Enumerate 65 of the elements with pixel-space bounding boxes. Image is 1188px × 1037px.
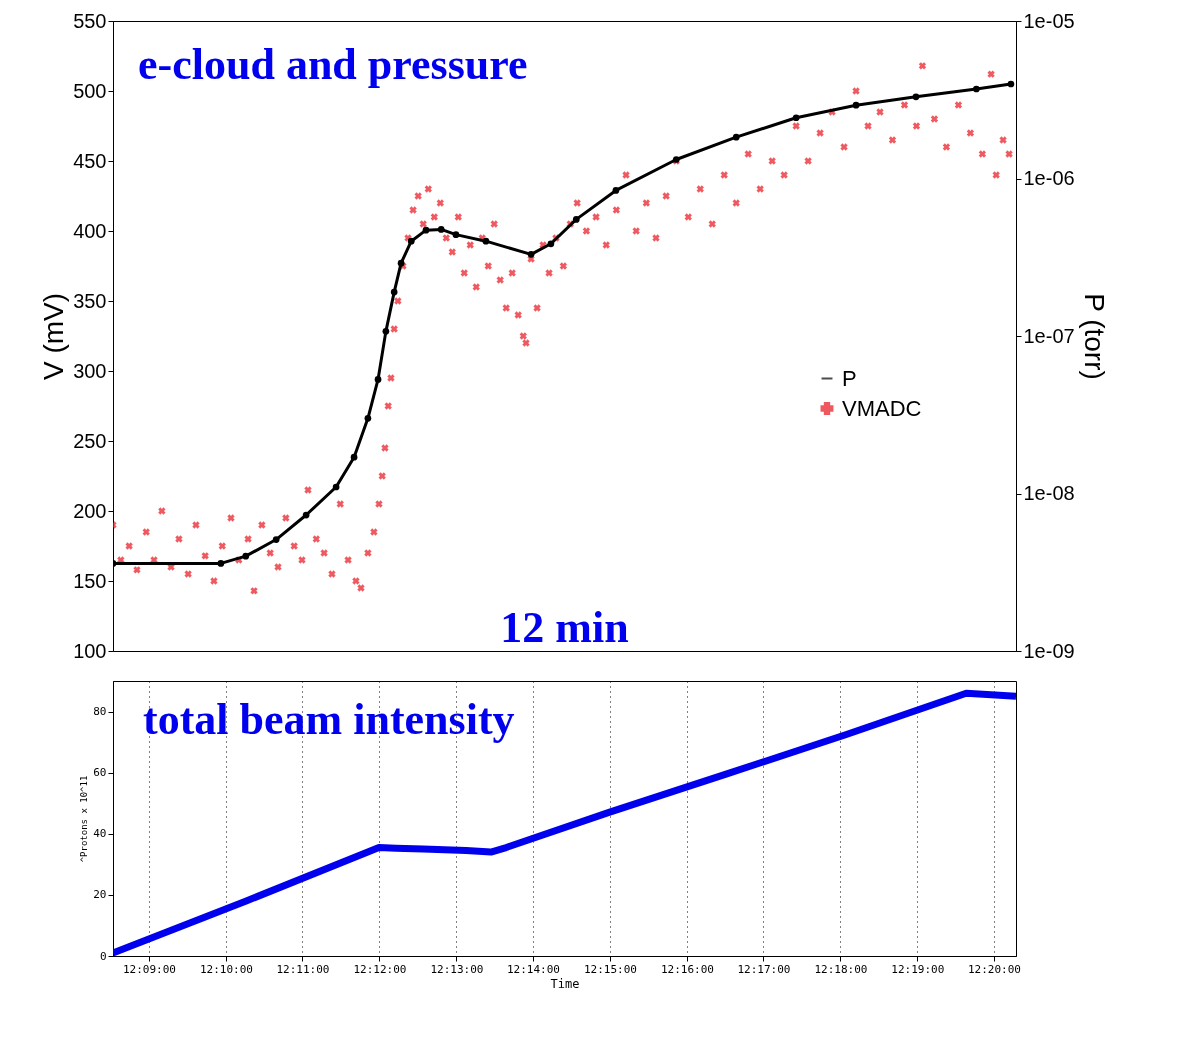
x-tick-label: 12:13:00 — [430, 962, 484, 976]
point — [732, 133, 740, 141]
y-tick-label: 400 — [73, 219, 107, 242]
point — [422, 226, 430, 234]
x-tick-label: 12:14:00 — [506, 962, 560, 976]
y-tick-label: 550 — [73, 9, 107, 32]
y-tick-label: 150 — [73, 569, 107, 592]
point — [437, 226, 445, 233]
point — [350, 453, 358, 461]
y-tick-label: 0 — [99, 949, 107, 963]
point — [612, 187, 620, 194]
annotation: 12 min — [500, 603, 629, 652]
annotation: total beam intensity — [143, 695, 515, 744]
y-tick-label: 100 — [73, 639, 107, 662]
y2-tick-label: 1e-06 — [1023, 167, 1075, 189]
legend-label: P — [842, 365, 857, 391]
x-tick-label: 12:20:00 — [967, 962, 1021, 976]
legend-label: VMADC — [842, 395, 922, 421]
x-tick-label: 12:17:00 — [737, 962, 791, 976]
point — [364, 415, 372, 422]
x-tick-label: 12:09:00 — [122, 962, 176, 976]
y-tick-label: 450 — [73, 149, 107, 172]
point — [272, 536, 280, 543]
x-tick-label: 12:12:00 — [353, 962, 407, 976]
x-tick-label: 12:18:00 — [814, 962, 868, 976]
point — [217, 560, 225, 567]
y2-tick-label: 1e-05 — [1023, 9, 1075, 32]
point — [1007, 80, 1015, 88]
point — [452, 231, 460, 238]
point — [374, 376, 382, 383]
y2-axis-title: P (torr) — [1078, 293, 1110, 380]
point — [973, 85, 980, 93]
point — [242, 552, 250, 560]
y-axis-title: V (mV) — [38, 292, 70, 381]
y-tick-label: 80 — [93, 705, 107, 719]
y-tick-label: 350 — [73, 289, 107, 312]
point — [572, 216, 580, 223]
point — [852, 101, 860, 109]
x-tick-label: 12:16:00 — [660, 962, 714, 976]
y-tick-label: 250 — [73, 429, 107, 452]
point — [332, 483, 340, 491]
point — [390, 288, 398, 296]
annotation: e-cloud and pressure — [138, 40, 528, 89]
x-tick-label: 12:19:00 — [891, 962, 945, 976]
y-tick-label: 40 — [93, 827, 107, 841]
x-tick-label: 12:11:00 — [276, 962, 330, 976]
point — [547, 240, 555, 248]
y-axis-title: ^Protons x 10^11 — [79, 775, 90, 863]
point — [527, 250, 535, 258]
y-tick-label: 200 — [73, 499, 107, 522]
y2-tick-label: 1e-07 — [1023, 324, 1075, 347]
point — [912, 93, 920, 101]
y2-tick-label: 1e-09 — [1023, 639, 1075, 662]
y-tick-label: 500 — [73, 79, 107, 102]
point — [482, 237, 490, 245]
y-tick-label: 300 — [73, 359, 107, 382]
y-tick-label: 60 — [93, 766, 107, 780]
point — [792, 114, 800, 122]
x-tick-label: 12:15:00 — [583, 962, 637, 976]
point — [302, 511, 310, 519]
x-axis-title: Time — [550, 976, 580, 991]
y-tick-label: 20 — [93, 888, 107, 902]
point — [382, 328, 390, 335]
x-tick-label: 12:10:00 — [199, 962, 253, 976]
y2-tick-label: 1e-08 — [1023, 482, 1075, 504]
